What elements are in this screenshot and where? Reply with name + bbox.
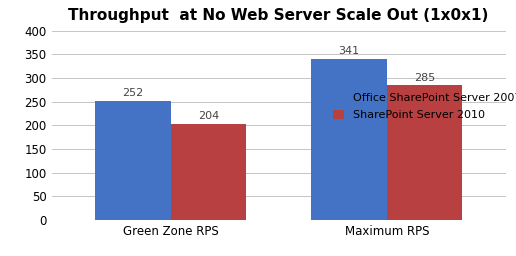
Text: 341: 341 bbox=[338, 46, 360, 56]
Bar bbox=[95, 101, 170, 220]
Text: 285: 285 bbox=[414, 73, 435, 83]
Legend: Office SharePoint Server 2007, SharePoint Server 2010: Office SharePoint Server 2007, SharePoin… bbox=[330, 89, 516, 124]
Bar bbox=[311, 59, 387, 220]
Title: Throughput  at No Web Server Scale Out (1x0x1): Throughput at No Web Server Scale Out (1… bbox=[69, 8, 489, 23]
Bar bbox=[170, 124, 246, 220]
Text: 252: 252 bbox=[122, 88, 143, 99]
Bar bbox=[387, 85, 462, 220]
Text: 204: 204 bbox=[198, 111, 219, 121]
